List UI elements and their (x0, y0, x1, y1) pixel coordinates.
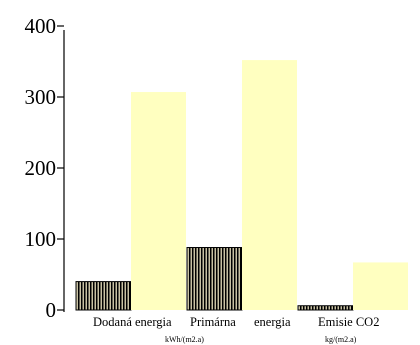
y-tick-label: 0 (46, 298, 57, 322)
x-labels: Dodaná energia Primárna energia Emisie C… (93, 315, 379, 344)
bar-series-1-group-3 (297, 305, 354, 311)
bars (75, 60, 408, 311)
category-label: Dodaná energia (93, 315, 172, 329)
bar-series-2-group-1 (131, 92, 186, 310)
unit-label: kWh/(m2.a) (165, 335, 204, 344)
y-tick-label: 400 (25, 14, 57, 38)
y-tick-label: 100 (25, 227, 57, 251)
bar-series-1-group-2 (186, 247, 243, 311)
bar-series-1-group-1 (75, 281, 132, 311)
y-ticks: 0 100 200 300 400 (25, 14, 64, 322)
bar-series-2-group-2 (242, 60, 297, 310)
unit-label: kg/(m2.a) (325, 335, 357, 344)
category-label: energia (254, 315, 291, 329)
y-tick-label: 300 (25, 85, 57, 109)
category-label: Emisie CO2 (318, 315, 379, 329)
bar-series-2-group-3 (353, 262, 408, 310)
y-tick-label: 200 (25, 156, 57, 180)
category-label: Primárna (190, 315, 236, 329)
